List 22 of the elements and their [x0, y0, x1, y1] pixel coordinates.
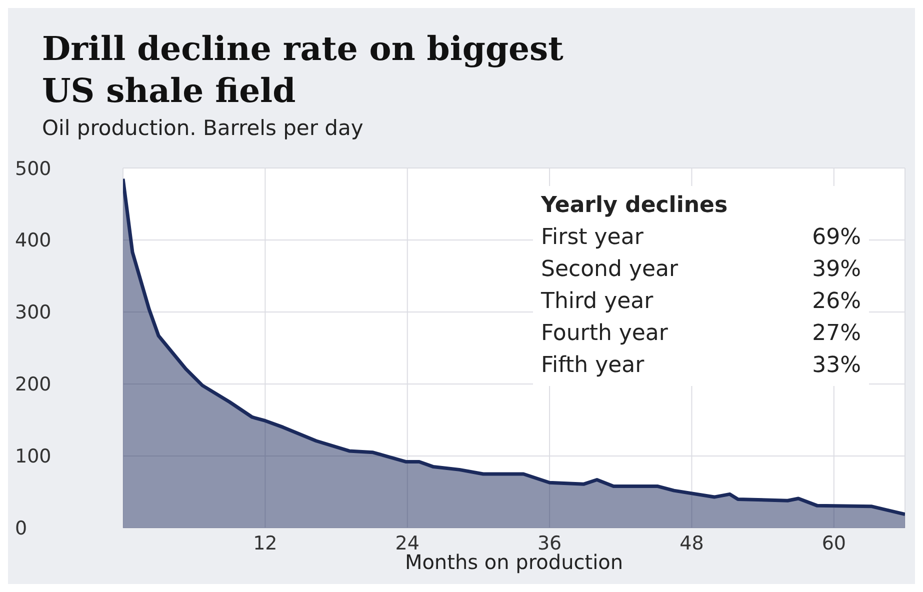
annotation: 39%: [812, 256, 861, 284]
y-tick-label: 500: [15, 158, 52, 180]
annotation: First year: [541, 224, 644, 252]
y-tick-label: 300: [15, 302, 52, 324]
x-tick-label: 60: [822, 532, 846, 554]
y-tick-label: 400: [15, 230, 52, 252]
annotation: Yearly declines: [541, 192, 729, 220]
x-tick-label: 12: [253, 532, 278, 554]
y-tick-label: 0: [15, 518, 28, 540]
annotation: Fourth year: [541, 320, 668, 348]
x-tick-label: 48: [680, 532, 704, 554]
annotation: Fifth year: [541, 352, 644, 380]
annotation: 27%: [812, 320, 861, 348]
chart-subtitle: Oil production. Barrels per day: [42, 116, 364, 140]
annotation: 33%: [812, 352, 861, 380]
y-tick-label: 200: [15, 374, 52, 396]
annotation: 26%: [812, 288, 861, 316]
annotation: Third year: [541, 288, 654, 316]
annotation: Second year: [541, 256, 678, 284]
y-tick-label: 100: [15, 446, 52, 468]
chart-title: Drill decline rate on biggest US shale field: [42, 28, 564, 112]
annotation: 69%: [812, 224, 861, 252]
